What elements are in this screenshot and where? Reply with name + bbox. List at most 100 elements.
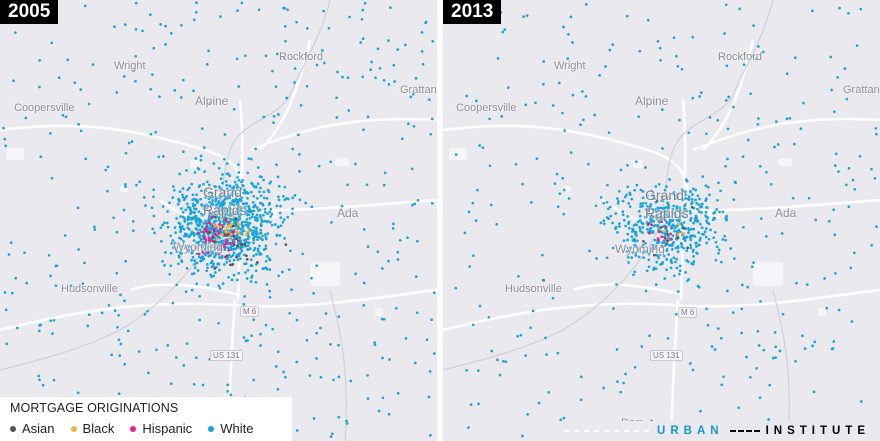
origination-dot bbox=[692, 260, 696, 263]
origination-dot bbox=[235, 227, 238, 230]
origination-dot bbox=[361, 8, 365, 12]
origination-dot bbox=[159, 226, 163, 230]
origination-dot bbox=[738, 7, 741, 11]
origination-dot bbox=[671, 208, 675, 211]
origination-dot bbox=[671, 210, 674, 214]
origination-dot bbox=[430, 202, 434, 205]
origination-dot bbox=[227, 248, 231, 252]
origination-dot bbox=[607, 217, 611, 221]
origination-dot bbox=[853, 187, 857, 191]
origination-dot bbox=[724, 3, 728, 7]
origination-dot bbox=[362, 228, 366, 231]
origination-dot bbox=[641, 226, 645, 229]
origination-dot bbox=[673, 212, 677, 216]
origination-dot bbox=[191, 204, 195, 208]
origination-dot bbox=[641, 243, 645, 247]
origination-dot bbox=[858, 154, 862, 158]
origination-dot bbox=[224, 230, 228, 233]
origination-dot bbox=[759, 217, 763, 220]
origination-dot bbox=[275, 204, 279, 208]
origination-dot bbox=[223, 248, 227, 251]
origination-dot bbox=[651, 215, 655, 218]
origination-dot bbox=[243, 54, 247, 58]
origination-dot bbox=[267, 257, 271, 261]
origination-dot bbox=[471, 201, 475, 205]
origination-dot bbox=[218, 240, 221, 244]
origination-dot bbox=[216, 236, 220, 239]
origination-dot bbox=[837, 308, 841, 312]
origination-dot bbox=[312, 417, 316, 420]
legend: MORTGAGE ORIGINATIONS Asian Black Hispan… bbox=[0, 397, 292, 441]
origination-dot bbox=[238, 212, 242, 216]
origination-dot bbox=[191, 202, 195, 206]
origination-dot bbox=[215, 206, 218, 210]
legend-label: Asian bbox=[22, 421, 55, 436]
origination-dot bbox=[369, 68, 373, 72]
origination-dot bbox=[649, 249, 653, 253]
origination-dot bbox=[209, 228, 213, 232]
origination-dot bbox=[268, 289, 271, 293]
origination-dot bbox=[689, 216, 693, 220]
origination-dot bbox=[229, 255, 233, 259]
origination-dot bbox=[414, 77, 418, 80]
origination-dot bbox=[579, 123, 582, 127]
map-2013[interactable]: 2013 Wright Rockford Grattan Alpine Coop… bbox=[443, 0, 880, 441]
origination-dot bbox=[193, 263, 197, 266]
origination-dot bbox=[381, 396, 385, 400]
place-label-grand: Grand bbox=[203, 184, 242, 200]
origination-dot bbox=[222, 243, 225, 247]
origination-dot bbox=[323, 61, 326, 65]
origination-dot bbox=[206, 266, 209, 270]
origination-dot bbox=[639, 202, 643, 206]
origination-dot bbox=[366, 397, 370, 400]
origination-dot bbox=[228, 223, 232, 227]
origination-dot bbox=[218, 220, 222, 224]
origination-dot bbox=[429, 434, 432, 437]
rivers-2005 bbox=[0, 0, 347, 441]
origination-dot bbox=[638, 225, 641, 229]
origination-dot bbox=[561, 111, 564, 115]
origination-dot bbox=[700, 226, 704, 230]
map-2005[interactable]: 2005 Wright Rockford Grattan Alpine Coop… bbox=[0, 0, 437, 441]
origination-dot bbox=[242, 336, 246, 339]
origination-dot bbox=[232, 273, 236, 277]
origination-dot bbox=[345, 422, 349, 425]
origination-dot bbox=[295, 318, 299, 322]
origination-dot bbox=[269, 180, 273, 184]
origination-dot bbox=[675, 205, 679, 208]
origination-dot bbox=[282, 6, 285, 10]
origination-dot bbox=[360, 17, 364, 21]
origination-dot bbox=[672, 190, 676, 194]
origination-dot bbox=[123, 23, 127, 26]
origination-dot bbox=[137, 350, 141, 353]
origination-dot bbox=[616, 231, 619, 234]
origination-dot bbox=[244, 271, 247, 274]
logo-dots-icon bbox=[564, 429, 650, 432]
origination-dot bbox=[609, 214, 613, 218]
origination-dot bbox=[660, 206, 664, 210]
origination-dot bbox=[424, 20, 428, 24]
origination-dot bbox=[752, 261, 755, 264]
origination-dot bbox=[812, 390, 816, 394]
legend-label: Hispanic bbox=[142, 421, 193, 436]
origination-dot bbox=[774, 345, 778, 349]
origination-dot bbox=[666, 207, 670, 210]
origination-dot bbox=[204, 196, 207, 199]
origination-dot bbox=[336, 70, 339, 74]
origination-dot bbox=[190, 221, 193, 225]
origination-dot bbox=[501, 359, 505, 363]
origination-dot bbox=[599, 196, 603, 199]
origination-dot bbox=[245, 254, 248, 258]
origination-dot bbox=[354, 162, 357, 166]
origination-dot bbox=[647, 209, 651, 213]
origination-dot bbox=[51, 332, 54, 335]
origination-dot bbox=[253, 246, 257, 250]
origination-dot bbox=[188, 245, 192, 249]
origination-dot bbox=[645, 227, 649, 231]
origination-dot bbox=[252, 248, 256, 252]
origination-dot bbox=[214, 219, 218, 223]
origination-dot bbox=[625, 14, 629, 18]
origination-dot bbox=[612, 307, 615, 310]
origination-dot bbox=[169, 251, 173, 255]
origination-dot bbox=[293, 81, 296, 84]
